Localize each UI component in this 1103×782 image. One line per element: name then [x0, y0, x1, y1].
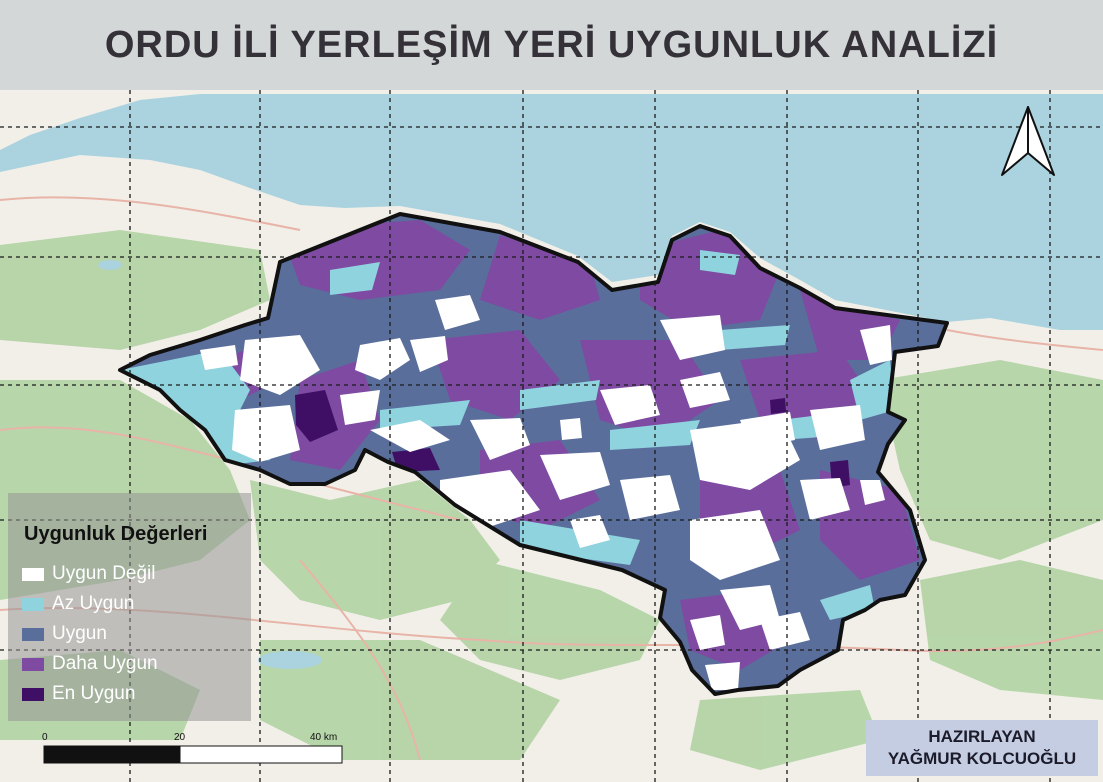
map-title: ORDU İLİ YERLEŞİM YERİ UYGUNLUK ANALİZİ	[104, 23, 999, 66]
legend-label: Uygun	[52, 623, 107, 644]
legend-item-en-uygun: En Uygun	[22, 683, 135, 705]
scale-segment-black	[43, 745, 181, 764]
legend-label: Daha Uygun	[52, 653, 158, 674]
scale-tick-0: 0	[42, 732, 48, 743]
title-bar: ORDU İLİ YERLEŞİM YERİ UYGUNLUK ANALİZİ	[0, 0, 1103, 91]
scale-bar: 0 20 40 km	[42, 732, 343, 764]
credit-author: YAĞMUR KOLCUOĞLU	[887, 749, 1077, 768]
scale-tick-20: 20	[174, 732, 186, 743]
author-credit: HAZIRLAYAN YAĞMUR KOLCUOĞLU	[866, 720, 1098, 776]
legend-item-uygun: Uygun	[22, 623, 107, 645]
legend-label: En Uygun	[52, 683, 136, 704]
legend-swatch	[22, 597, 44, 611]
legend-item-az-uygun: Az Uygun	[22, 593, 134, 615]
legend-title: Uygunluk Değerleri	[24, 523, 208, 545]
credit-heading: HAZIRLAYAN	[928, 727, 1036, 746]
legend-item-daha-uygun: Daha Uygun	[22, 653, 158, 675]
graticule-grid	[0, 90, 1103, 782]
legend-swatch	[22, 687, 44, 701]
legend-panel: Uygunluk Değerleri Uygun Değil Az Uygun …	[8, 493, 251, 721]
scale-segment-white	[179, 745, 343, 764]
rivers-lakes	[98, 260, 322, 669]
legend-label: Az Uygun	[52, 593, 135, 614]
scale-tick-40: 40 km	[310, 732, 337, 743]
legend-swatch	[22, 627, 44, 641]
legend-label: Uygun Değil	[52, 563, 156, 584]
north-arrow-icon	[1001, 106, 1055, 176]
legend-item-uygun-degil: Uygun Değil	[22, 563, 156, 585]
black-sea	[0, 94, 1103, 330]
map-canvas[interactable]	[0, 90, 1103, 782]
legend-swatch	[22, 567, 44, 581]
legend-swatch	[22, 657, 44, 671]
